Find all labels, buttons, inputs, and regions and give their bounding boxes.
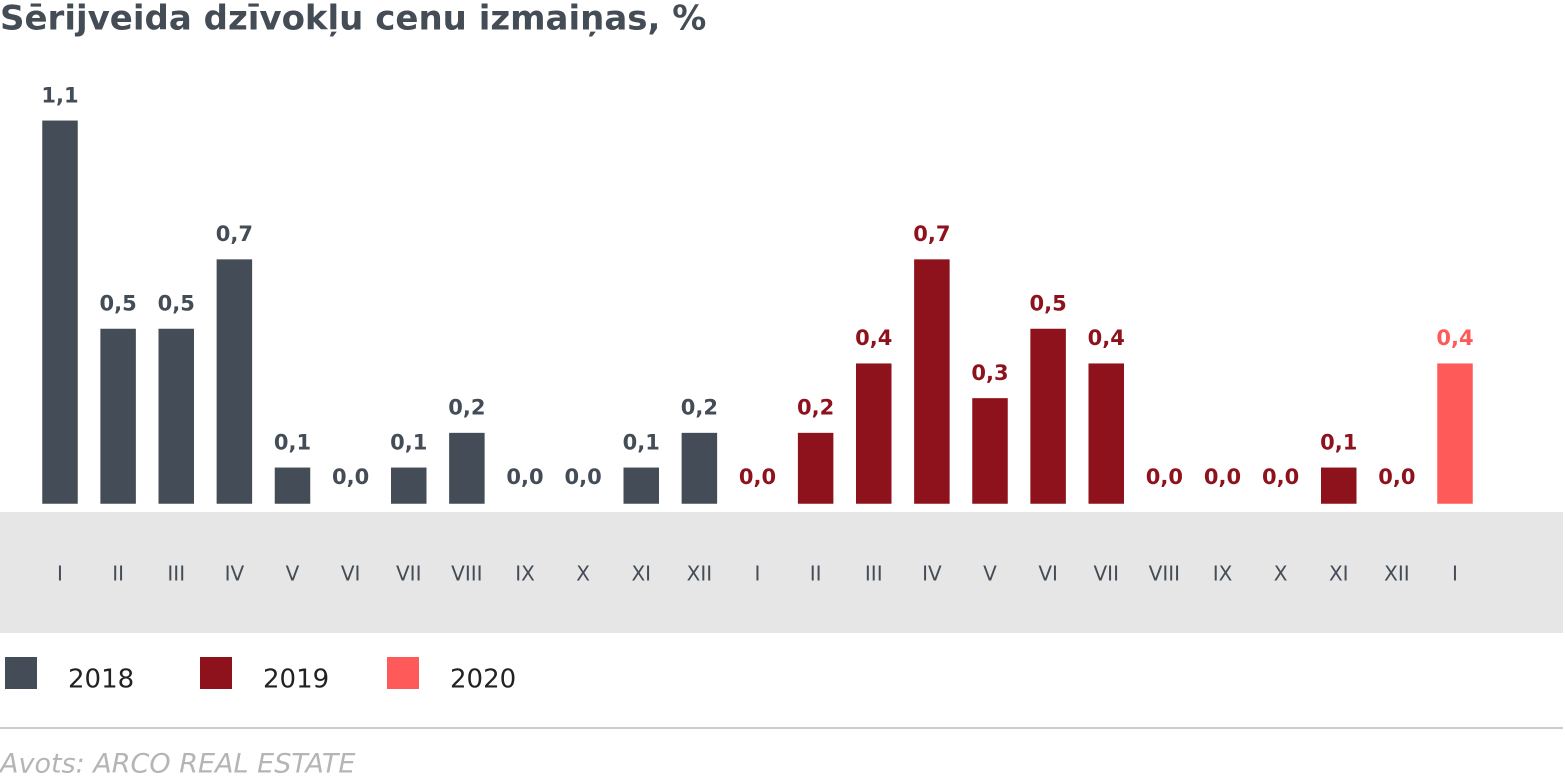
data-label: 0,4 — [855, 326, 892, 350]
x-tick-label: II — [112, 562, 124, 586]
x-tick-label: X — [576, 562, 590, 586]
chart-title: Sērijveida dzīvokļu cenu izmaiņas, % — [0, 0, 706, 39]
bar — [623, 467, 659, 504]
bar — [274, 467, 311, 504]
legend-label: 2018 — [68, 665, 134, 695]
x-tick-label: I — [57, 562, 63, 586]
x-tick-label: XII — [1384, 562, 1410, 586]
bar — [1437, 363, 1473, 504]
x-tick-label: IV — [922, 562, 942, 586]
legend-swatch — [5, 657, 37, 689]
x-tick-label: XI — [1329, 562, 1349, 586]
bar — [1088, 363, 1124, 504]
data-label: 0,4 — [1436, 326, 1473, 350]
bar — [1030, 328, 1066, 504]
data-label: 0,0 — [739, 465, 776, 489]
x-tick-label: V — [286, 562, 300, 586]
data-label: 0,2 — [681, 396, 718, 420]
x-tick-label: VIII — [1149, 562, 1180, 586]
x-tick-label: I — [755, 562, 761, 586]
bar — [449, 432, 485, 504]
data-label: 0,0 — [1378, 465, 1415, 489]
data-label: 0,1 — [623, 430, 660, 454]
legend-swatch — [387, 657, 419, 689]
data-label: 0,7 — [216, 222, 253, 246]
x-tick-label: VI — [341, 562, 361, 586]
bar — [797, 432, 834, 504]
legend-label: 2019 — [263, 665, 329, 695]
bar — [972, 398, 1008, 504]
data-label: 0,1 — [1320, 430, 1357, 454]
bar — [1321, 467, 1357, 504]
category-band — [0, 512, 1563, 633]
data-label: 0,1 — [390, 430, 427, 454]
bar — [216, 259, 253, 504]
data-label: 0,4 — [1088, 326, 1125, 350]
data-label: 0,2 — [448, 396, 485, 420]
x-tick-label: XII — [687, 562, 713, 586]
data-label: 0,0 — [506, 465, 543, 489]
x-tick-label: X — [1274, 562, 1288, 586]
x-tick-label: XI — [631, 562, 651, 586]
data-label: 0,3 — [971, 361, 1008, 385]
x-tick-label: IX — [1213, 562, 1233, 586]
data-label: 0,0 — [565, 465, 602, 489]
x-tick-label: VI — [1038, 562, 1058, 586]
bar — [391, 467, 427, 504]
bar — [856, 363, 892, 504]
x-tick-label: VIII — [451, 562, 482, 586]
data-label: 0,0 — [1146, 465, 1183, 489]
x-tick-label: IX — [515, 562, 535, 586]
legend-label: 2020 — [450, 665, 516, 695]
data-label: 0,0 — [1204, 465, 1241, 489]
data-label: 0,2 — [797, 396, 834, 420]
x-tick-label: III — [167, 562, 185, 586]
source: Avots: ARCO REAL ESTATE — [0, 749, 355, 778]
x-tick-label: II — [810, 562, 822, 586]
data-label: 0,0 — [1262, 465, 1299, 489]
bar — [100, 328, 136, 504]
data-label: 0,5 — [158, 292, 195, 316]
data-label: 0,5 — [1030, 292, 1067, 316]
x-tick-label: V — [983, 562, 997, 586]
data-label: 0,1 — [274, 430, 311, 454]
bar — [681, 432, 718, 504]
data-label: 1,1 — [41, 83, 78, 107]
data-label: 0,5 — [100, 292, 137, 316]
x-tick-label: I — [1452, 562, 1458, 586]
bar — [158, 328, 194, 504]
legend-swatch — [200, 657, 232, 689]
bar — [42, 120, 78, 504]
data-label: 0,0 — [332, 465, 369, 489]
bar — [914, 259, 950, 504]
x-tick-label: VII — [396, 562, 421, 586]
data-label: 0,7 — [913, 222, 950, 246]
x-tick-label: III — [865, 562, 883, 586]
x-tick-label: VII — [1094, 562, 1119, 586]
x-tick-label: IV — [225, 562, 245, 586]
